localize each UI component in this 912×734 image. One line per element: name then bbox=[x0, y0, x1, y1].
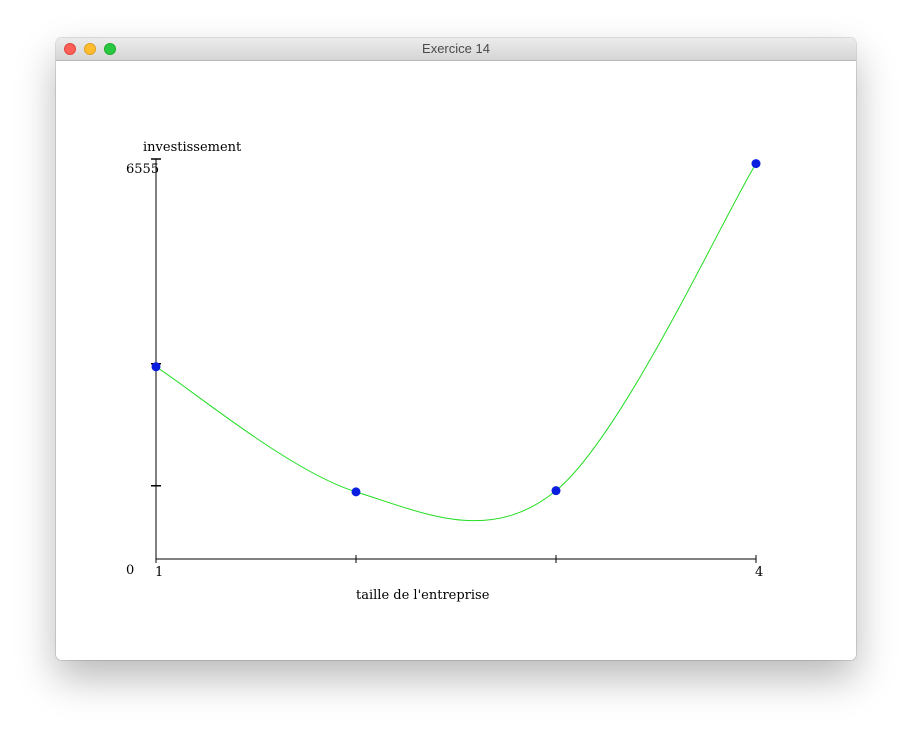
x-tick-label: 4 bbox=[755, 565, 763, 580]
x-tick-label: 1 bbox=[155, 565, 163, 580]
app-window: Exercice 14 investissement taille de l'en… bbox=[56, 38, 856, 660]
curve-layer bbox=[156, 164, 756, 521]
window-title: Exercice 14 bbox=[56, 38, 856, 60]
data-point bbox=[152, 362, 161, 371]
y-tick-label: 6555 bbox=[126, 162, 159, 177]
points-layer bbox=[152, 159, 761, 496]
fit-curve bbox=[156, 164, 756, 521]
title-bar[interactable]: Exercice 14 bbox=[56, 38, 856, 61]
chart-svg: investissement taille de l'entreprise 1 4 0 6… bbox=[56, 61, 856, 660]
data-point bbox=[552, 486, 561, 495]
data-point bbox=[352, 487, 361, 496]
chart-area: investissement taille de l'entreprise 1 4 0 6… bbox=[56, 61, 856, 660]
y-tick-label: 0 bbox=[126, 563, 134, 578]
data-point bbox=[752, 159, 761, 168]
axes bbox=[151, 159, 756, 563]
labels-layer: investissement taille de l'entreprise 1 4 0 6… bbox=[126, 140, 763, 603]
x-axis-label: taille de l'entreprise bbox=[356, 588, 490, 603]
y-axis-label: investissement bbox=[143, 140, 242, 155]
